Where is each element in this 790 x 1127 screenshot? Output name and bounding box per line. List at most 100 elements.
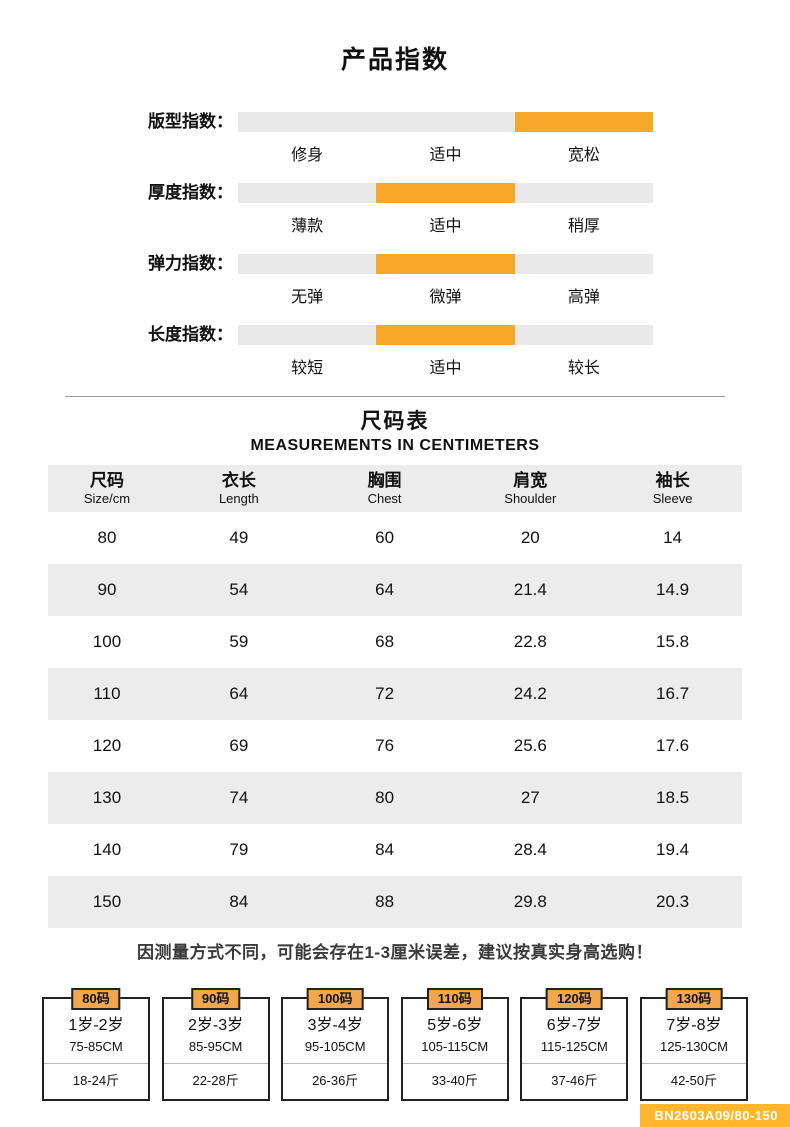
index-options: 无弹 微弹 高弹 [238,283,653,307]
index-option-label: 宽松 [567,147,600,164]
size-card-weight: 26-36斤 [312,1073,359,1088]
table-cell: 25.6 [513,736,547,755]
index-option-label: 较长 [567,360,600,377]
size-table-header-cell: 衣长 Length [166,465,312,512]
index-row: 厚度指数： 薄款 适中 稍厚 [148,183,790,236]
table-cell: 24.2 [513,684,547,703]
header-label-en: Length [218,490,259,506]
size-table-header-cell: 尺码 Size/cm [48,465,166,512]
size-card-tab: 110码 [426,988,483,1010]
table-cell: 16.7 [656,684,690,703]
table-cell: 80 [97,528,117,547]
header-label-en: Shoulder [504,490,557,506]
table-cell: 84 [229,892,249,911]
size-card-weight: 22-28斤 [192,1073,239,1088]
index-option-label: 适中 [429,218,462,235]
header-label-cn: 袖长 [655,470,690,490]
index-segment [514,183,653,203]
table-cell: 79 [229,840,249,859]
table-cell: 110 [93,684,121,703]
header-label-cn: 肩宽 [513,470,548,490]
size-card-tab: 120码 [546,988,603,1010]
index-segment-active [376,325,515,345]
index-bar-wrap: 无弹 微弹 高弹 [238,254,653,307]
size-card-weight: 18-24斤 [72,1073,120,1088]
index-segment [238,112,377,132]
size-card-divider [641,1063,746,1064]
table-cell: 20.3 [656,892,690,911]
size-card-age: 7岁-8岁 [666,1017,722,1034]
table-cell: 19.4 [656,840,690,859]
section-divider [65,396,725,397]
size-card-height: 115-125CM [540,1039,608,1054]
size-card-height: 95-105CM [304,1039,366,1054]
table-cell: 59 [229,632,249,651]
table-cell: 27 [520,788,540,807]
size-chart-title: 尺码表 [360,410,430,433]
index-bar [238,254,653,274]
index-option-label: 薄款 [291,218,324,235]
size-table-header: 尺码 Size/cm 衣长 Length 胸围 Chest 肩宽 Shoulder 袖长 Slee… [48,465,742,512]
size-card-weight: 33-40斤 [431,1073,478,1088]
header-label-cn: 胸围 [367,470,402,490]
size-card-divider [522,1063,627,1064]
page-title: 产品指数 [340,46,449,74]
index-option-label: 微弹 [429,289,462,306]
index-options: 薄款 适中 稍厚 [238,212,653,236]
size-card-tab: 80码 [71,988,121,1010]
table-cell: 100 [92,632,122,651]
index-bar-wrap: 修身 适中 宽松 [238,112,653,165]
table-cell: 72 [375,684,395,703]
index-label: 厚度指数： [148,183,233,202]
table-cell: 80 [375,788,395,807]
size-table-header-cell: 胸围 Chest [312,465,458,512]
table-cell: 64 [375,580,395,599]
measurement-note: 因测量方式不同，可能会存在1-3厘米误差，建议按真实身高选购！ [136,943,654,962]
index-segment [514,254,653,274]
size-card-tab: 90码 [190,988,241,1010]
table-cell: 14 [663,528,683,547]
table-cell: 64 [229,684,249,703]
size-table-header-row: 尺码 Size/cm 衣长 Length 胸围 Chest 肩宽 Shoulder 袖长 Slee… [48,465,742,512]
index-segment [514,325,653,345]
index-option-label: 较短 [291,360,324,377]
table-cell: 84 [375,840,395,859]
index-bar-wrap: 薄款 适中 稍厚 [238,183,653,236]
index-segment [376,112,515,132]
index-label: 版型指数： [148,112,233,131]
size-card-age: 5岁-6岁 [427,1017,483,1034]
index-segment [238,254,377,274]
size-table-header-cell: 袖长 Sleeve [603,465,742,512]
table-cell: 90 [97,580,117,599]
size-card-divider [163,1063,268,1064]
index-label: 长度指数： [148,325,233,344]
table-cell: 17.6 [656,736,690,755]
index-option-label: 修身 [291,147,324,164]
index-bar-wrap: 较短 适中 较长 [238,325,653,378]
table-cell: 49 [229,528,249,547]
size-card-age: 6岁-7岁 [546,1017,602,1034]
index-row: 版型指数： 修身 适中 宽松 [148,112,790,165]
size-card-age: 2岁-3岁 [188,1017,244,1034]
header-label-cn: 尺码 [89,470,124,490]
size-chart-subtitle: MEASUREMENTS IN CENTIMETERS [250,437,540,454]
size-card-tab: 100码 [306,988,364,1010]
size-card: 80码 1岁-2岁 75-85CM 18-24斤 [42,988,150,1101]
size-card-height: 125-130CM [660,1039,728,1054]
index-option-label: 适中 [429,147,462,164]
table-cell: 18.5 [656,788,690,807]
size-card: 130码 7岁-8岁 125-130CM 42-50斤 [639,988,748,1101]
table-cell: 14.9 [656,580,690,599]
index-row: 长度指数： 较短 适中 较长 [148,325,790,378]
header-label-en: Chest [367,490,402,506]
table-cell: 88 [375,892,395,911]
size-card-tab: 130码 [665,988,723,1010]
table-row: 130 74 80 27 18.5 [48,772,742,824]
size-card-weight: 42-50斤 [670,1073,718,1088]
size-card-age: 3岁-4岁 [307,1017,363,1034]
size-card: 90码 2岁-3岁 85-95CM 22-28斤 [161,988,270,1101]
size-table: 尺码 Size/cm 衣长 Length 胸围 Chest 肩宽 Shoulder 袖长 Slee… [48,465,742,928]
index-bar [238,183,653,203]
size-card-height: 75-85CM [69,1039,123,1054]
